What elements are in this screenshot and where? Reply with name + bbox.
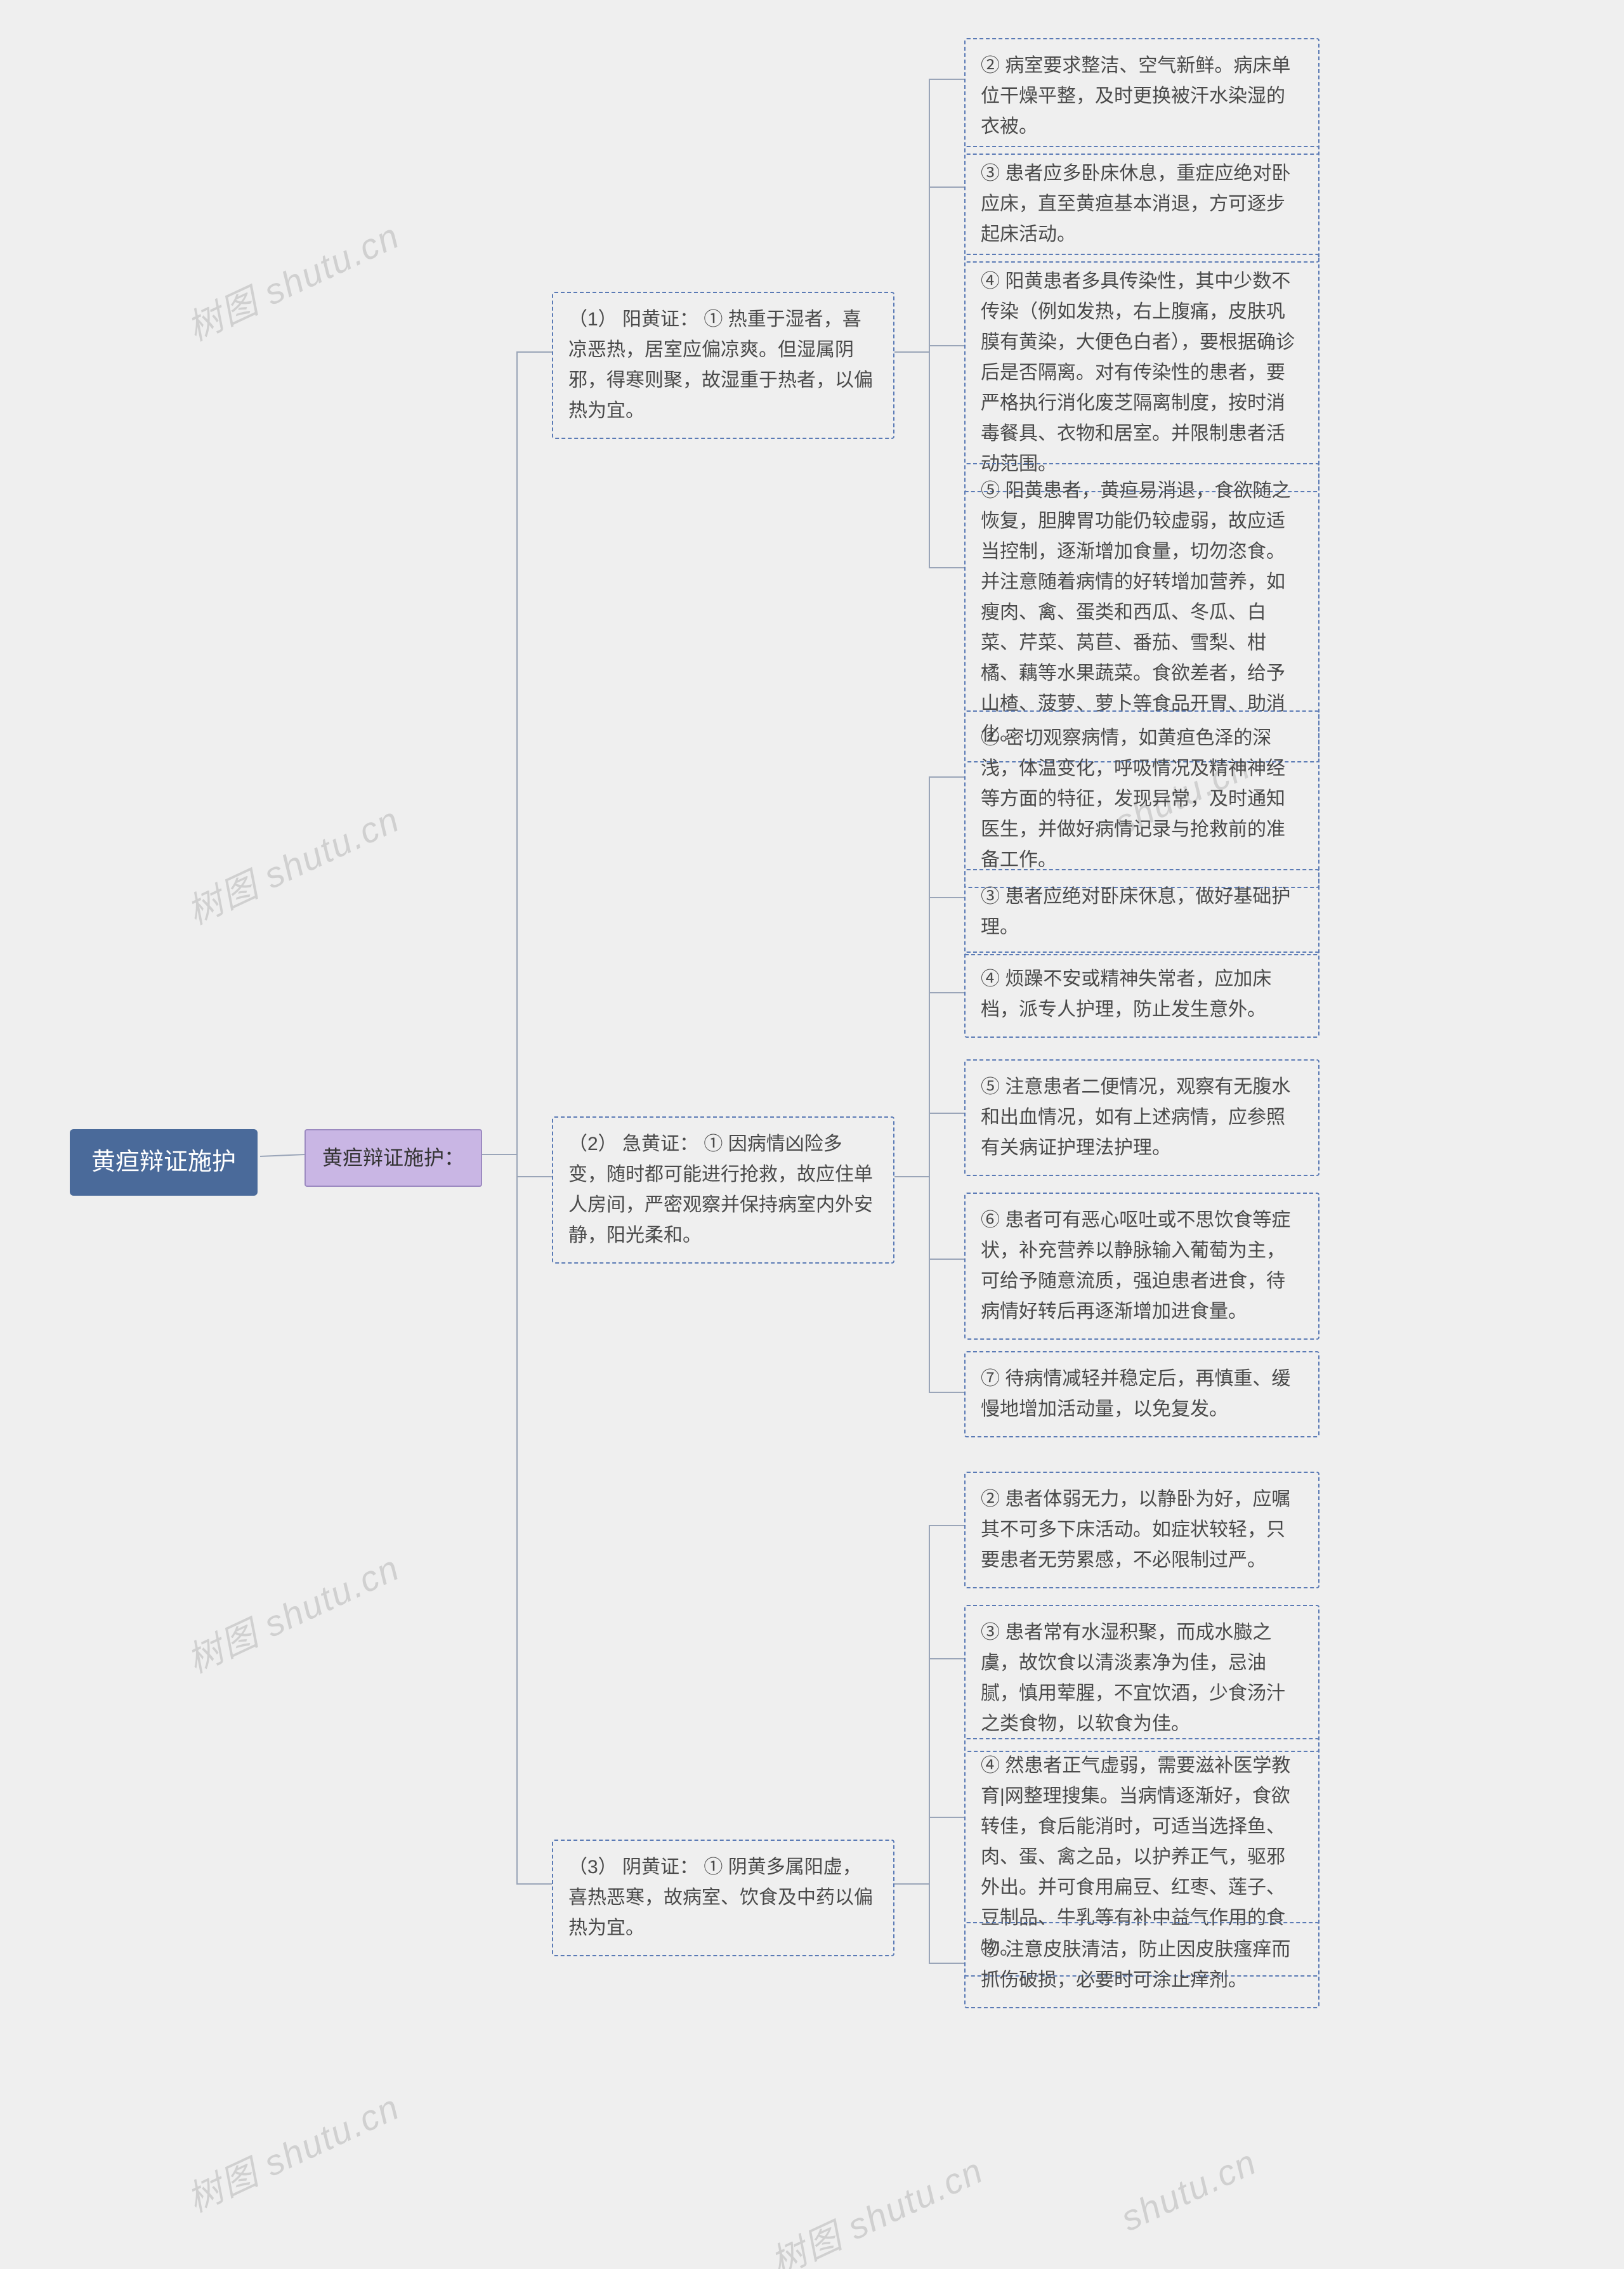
leaf-node: ④ 烦躁不安或精神失常者，应加床档，派专人护理，防止发生意外。	[964, 951, 1320, 1038]
root-label: 黄疸辩证施护	[91, 1149, 236, 1175]
leaf-node: ⑤ 注意皮肤清洁，防止因皮肤瘙痒而抓伤破损，必要时可涂止痒剂。	[964, 1922, 1320, 2008]
leaf-text: ⑤ 注意皮肤清洁，防止因皮肤瘙痒而抓伤破损，必要时可涂止痒剂。	[981, 1939, 1290, 1991]
leaf-text: ③ 患者应绝对卧床休息，做好基础护理。	[981, 886, 1290, 938]
leaf-text: ③ 患者应多卧床休息，重症应绝对卧应床，直至黄疸基本消退，方可逐步起床活动。	[981, 163, 1290, 245]
mindmap-canvas: 树图 shutu.cn 树图 shutu.cn 树图 shutu.cn 树图 shut…	[0, 0, 1624, 2269]
leaf-text: ⑤ 阳黄患者，黄疸易消退，食欲随之恢复，胆脾胃功能仍较虚弱，故应适当控制，逐渐增…	[981, 480, 1290, 745]
leaf-text: ⑤ 注意患者二便情况，观察有无腹水和出血情况，如有上述病情，应参照有关病证护理法…	[981, 1076, 1290, 1158]
leaf-text: ⑥ 患者可有恶心呕吐或不思饮食等症状，补充营养以静脉输入葡萄为主，可给予随意流质…	[981, 1210, 1290, 1322]
watermark: 树图 shutu.cn	[761, 2142, 991, 2269]
level1-label: 黄疸辩证施护：	[322, 1146, 464, 1169]
leaf-text: ③ 患者常有水湿积聚，而成水臌之虞，故饮食以清淡素净为佳，忌油腻，慎用荤腥，不宜…	[981, 1622, 1285, 1734]
leaf-node: ③ 患者常有水湿积聚，而成水臌之虞，故饮食以清淡素净为佳，忌油腻，慎用荤腥，不宜…	[964, 1605, 1320, 1752]
leaf-node: ④ 阳黄患者多具传染性，其中少数不传染（例如发热，右上腹痛，皮肤巩膜有黄染，大便…	[964, 254, 1320, 492]
watermark: 树图 shutu.cn	[178, 2079, 407, 2222]
leaf-text: ② 密切观察病情，如黄疸色泽的深浅，体温变化，呼吸情况及精神神经等方面的特征，发…	[981, 728, 1285, 870]
level1-node: 黄疸辩证施护：	[304, 1129, 482, 1187]
group-head-text: （1） 阳黄证： ① 热重于湿者，喜凉恶热，居室应偏凉爽。但湿属阴邪，得寒则聚，…	[568, 309, 873, 421]
group-head-text: （3） 阴黄证： ① 阴黄多属阳虚，喜热恶寒，故病室、饮食及中药以偏热为宜。	[568, 1857, 873, 1939]
leaf-text: ② 病室要求整洁、空气新鲜。病床单位干燥平整，及时更换被汗水染湿的衣被。	[981, 55, 1290, 137]
leaf-node: ⑤ 注意患者二便情况，观察有无腹水和出血情况，如有上述病情，应参照有关病证护理法…	[964, 1059, 1320, 1176]
group-head: （3） 阴黄证： ① 阴黄多属阳虚，喜热恶寒，故病室、饮食及中药以偏热为宜。	[552, 1840, 894, 1956]
leaf-node: ② 密切观察病情，如黄疸色泽的深浅，体温变化，呼吸情况及精神神经等方面的特征，发…	[964, 710, 1320, 888]
leaf-text: ④ 烦躁不安或精神失常者，应加床档，派专人护理，防止发生意外。	[981, 969, 1271, 1020]
watermark: shutu.cn	[1115, 2141, 1263, 2239]
root-node: 黄疸辩证施护	[70, 1129, 258, 1196]
group-head: （2） 急黄证： ① 因病情凶险多变，随时都可能进行抢救，故应住单人房间，严密观…	[552, 1116, 894, 1264]
watermark: 树图 shutu.cn	[178, 1540, 407, 1683]
leaf-node: ⑦ 待病情减轻并稳定后，再慎重、缓慢地增加活动量，以免复发。	[964, 1351, 1320, 1437]
leaf-node: ③ 患者应绝对卧床休息，做好基础护理。	[964, 869, 1320, 955]
leaf-node: ③ 患者应多卧床休息，重症应绝对卧应床，直至黄疸基本消退，方可逐步起床活动。	[964, 146, 1320, 263]
watermark: 树图 shutu.cn	[178, 791, 407, 934]
leaf-node: ② 患者体弱无力，以静卧为好，应嘱其不可多下床活动。如症状较轻，只要患者无劳累感…	[964, 1472, 1320, 1588]
watermark: 树图 shutu.cn	[178, 207, 407, 351]
leaf-node: ⑥ 患者可有恶心呕吐或不思饮食等症状，补充营养以静脉输入葡萄为主，可给予随意流质…	[964, 1193, 1320, 1340]
leaf-text: ② 患者体弱无力，以静卧为好，应嘱其不可多下床活动。如症状较轻，只要患者无劳累感…	[981, 1489, 1290, 1571]
leaf-node: ② 病室要求整洁、空气新鲜。病床单位干燥平整，及时更换被汗水染湿的衣被。	[964, 38, 1320, 155]
group-head: （1） 阳黄证： ① 热重于湿者，喜凉恶热，居室应偏凉爽。但湿属阴邪，得寒则聚，…	[552, 292, 894, 439]
leaf-text: ⑦ 待病情减轻并稳定后，再慎重、缓慢地增加活动量，以免复发。	[981, 1368, 1290, 1420]
leaf-text: ④ 阳黄患者多具传染性，其中少数不传染（例如发热，右上腹痛，皮肤巩膜有黄染，大便…	[981, 271, 1295, 474]
group-head-text: （2） 急黄证： ① 因病情凶险多变，随时都可能进行抢救，故应住单人房间，严密观…	[568, 1134, 873, 1246]
